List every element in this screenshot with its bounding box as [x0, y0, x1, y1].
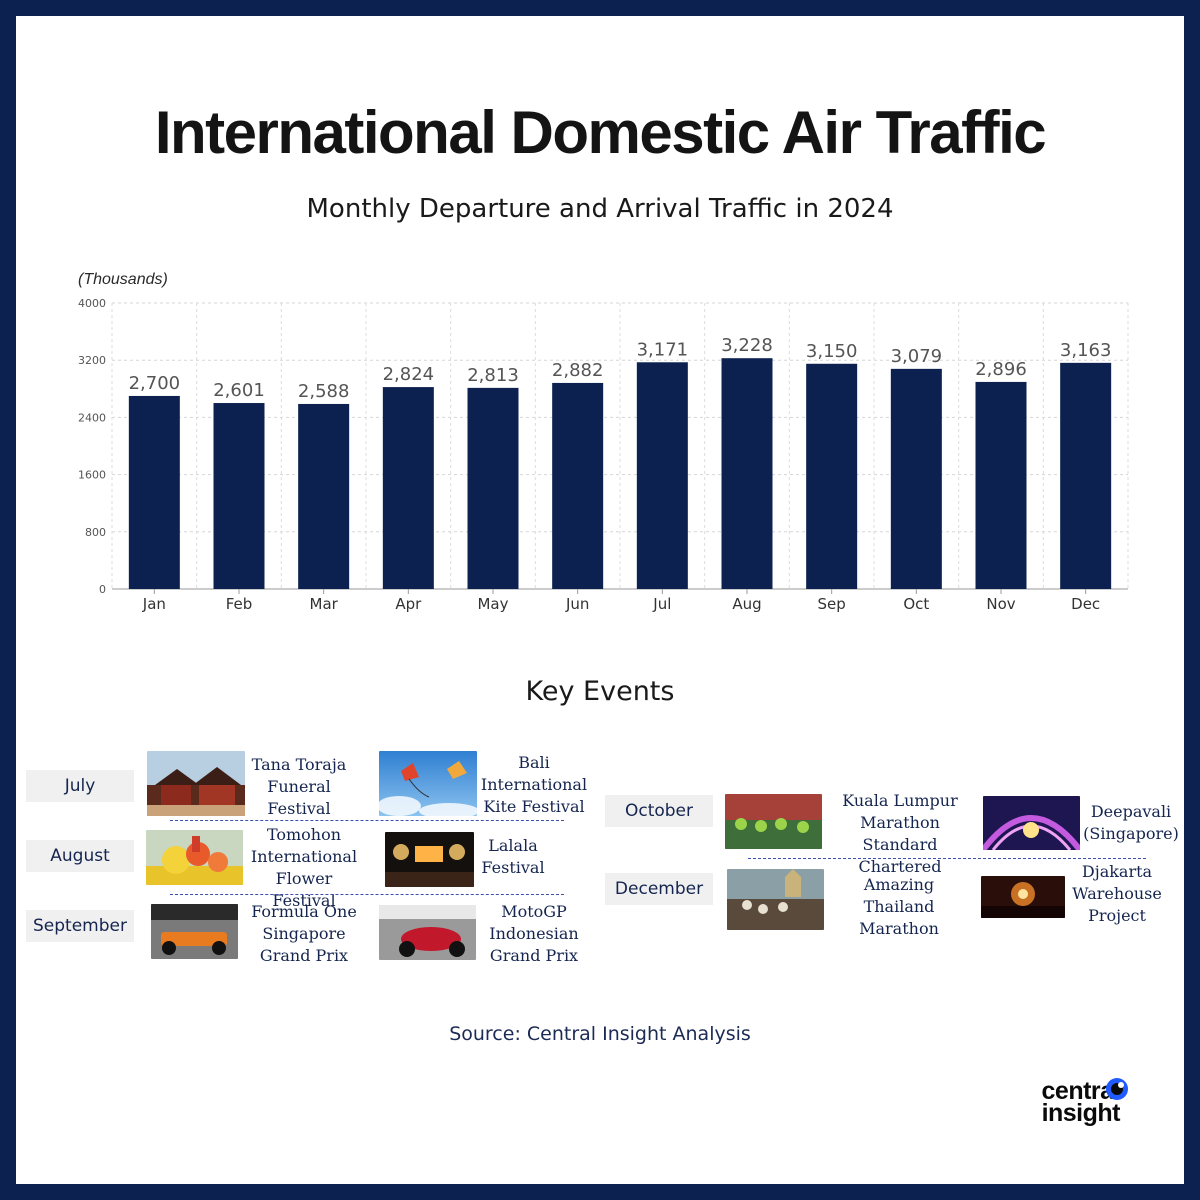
event-deepavali: Deepavali (Singapore): [1083, 802, 1179, 843]
tomohon-image: [146, 830, 243, 885]
bar: [298, 403, 350, 589]
bar: [467, 387, 519, 589]
bar: [975, 381, 1027, 589]
central-insight-logo: central insight: [1002, 1076, 1142, 1132]
logo-wordmark: central insight: [1041, 1077, 1121, 1127]
bar-value-label: 3,079: [891, 346, 943, 367]
bar: [552, 382, 604, 589]
bar: [1060, 362, 1112, 589]
bar-value-label: 2,700: [129, 373, 181, 394]
x-tick-label: Oct: [903, 595, 929, 613]
bar: [213, 403, 265, 589]
divider: [170, 894, 564, 895]
event-motogp: MotoGP Indonesian Grand Prix: [489, 902, 579, 965]
bar: [890, 368, 942, 589]
bar: [721, 358, 773, 589]
source-note: Source: Central Insight Analysis: [449, 1023, 751, 1045]
y-axis: 0 800 1600 2400 3200 4000: [78, 297, 106, 596]
kl-marathon-image: [725, 794, 822, 849]
tana-toraja-image: [147, 751, 245, 816]
event-bali-kite: Bali International Kite Festival: [480, 753, 588, 816]
month-tag-september: September: [26, 910, 134, 942]
bar-value-label: 2,601: [213, 380, 265, 401]
page-title: International Domestic Air Traffic: [154, 99, 1047, 166]
bar: [636, 362, 688, 589]
amazing-thailand-image: [727, 869, 824, 930]
event-lalala: Lalala Festival: [481, 836, 545, 877]
x-tick-label: Aug: [732, 595, 761, 613]
deepavali-image: [983, 796, 1080, 850]
x-axis: Jan Feb Mar Apr May Jun Jul Aug Sep Oct Nov Dec: [142, 589, 1100, 613]
x-tick-label: Jun: [565, 595, 589, 613]
x-tick-label: May: [477, 595, 508, 613]
bars: 2,700 2,601 2,588 2,824 2,813 2,882 3,171 3,228…: [128, 335, 1112, 589]
x-tick-label: Dec: [1071, 595, 1100, 613]
bar: [128, 395, 180, 589]
lalala-image: [385, 832, 474, 887]
event-djakarta: Djakarta Warehouse Project: [1072, 862, 1162, 925]
y-tick-label: 800: [85, 526, 106, 539]
event-amazing-thailand: Amazing Thailand Marathon: [859, 875, 939, 938]
month-tag-december: December: [605, 873, 713, 905]
y-tick-label: 4000: [78, 297, 106, 310]
y-tick-label: 2400: [78, 411, 106, 424]
y-tick-label: 0: [99, 583, 106, 596]
x-tick-label: Feb: [226, 595, 253, 613]
bali-kite-image: [379, 751, 477, 816]
bar-value-label: 2,824: [383, 364, 435, 385]
motogp-image: [379, 905, 476, 960]
bar-value-label: 3,171: [637, 339, 689, 360]
bar-value-label: 3,163: [1060, 340, 1112, 361]
month-tag-august: August: [26, 840, 134, 872]
y-tick-label: 1600: [78, 469, 106, 482]
eye-icon: [1106, 1078, 1128, 1100]
bar: [806, 363, 858, 589]
x-tick-label: Mar: [310, 595, 339, 613]
bar: [382, 387, 434, 589]
event-formula-one: Formula One Singapore Grand Prix: [251, 902, 357, 965]
x-tick-label: Jan: [142, 595, 166, 613]
bar-value-label: 2,588: [298, 381, 350, 402]
bar-value-label: 2,896: [975, 359, 1027, 380]
grid: [111, 302, 1129, 590]
y-tick-label: 3200: [78, 354, 106, 367]
djakarta-image: [981, 876, 1065, 918]
month-tag-july: July: [26, 770, 134, 802]
infographic-card: [16, 16, 1184, 1184]
bar-value-label: 3,228: [721, 335, 773, 356]
key-events-title: Key Events: [525, 676, 675, 707]
x-tick-label: Apr: [395, 595, 422, 613]
formula-one-image: [151, 904, 238, 959]
x-tick-label: Sep: [818, 595, 846, 613]
bar-value-label: 3,150: [806, 341, 858, 362]
unit-label: (Thousands): [78, 271, 168, 288]
bar-value-label: 2,813: [467, 365, 519, 386]
event-tana-toraja: Tana Toraja Funeral Festival: [251, 755, 347, 818]
chart-subtitle: Monthly Departure and Arrival Traffic in…: [306, 194, 894, 224]
month-tag-october: October: [605, 795, 713, 827]
bar-value-label: 2,882: [552, 360, 604, 381]
divider: [748, 858, 1146, 859]
divider: [170, 820, 564, 821]
event-tomohon: Tomohon International Flower Festival: [250, 825, 358, 910]
x-tick-label: Nov: [986, 595, 1015, 613]
x-tick-label: Jul: [652, 595, 671, 613]
event-kl-marathon: Kuala Lumpur Marathon Standard Chartered: [842, 791, 958, 876]
